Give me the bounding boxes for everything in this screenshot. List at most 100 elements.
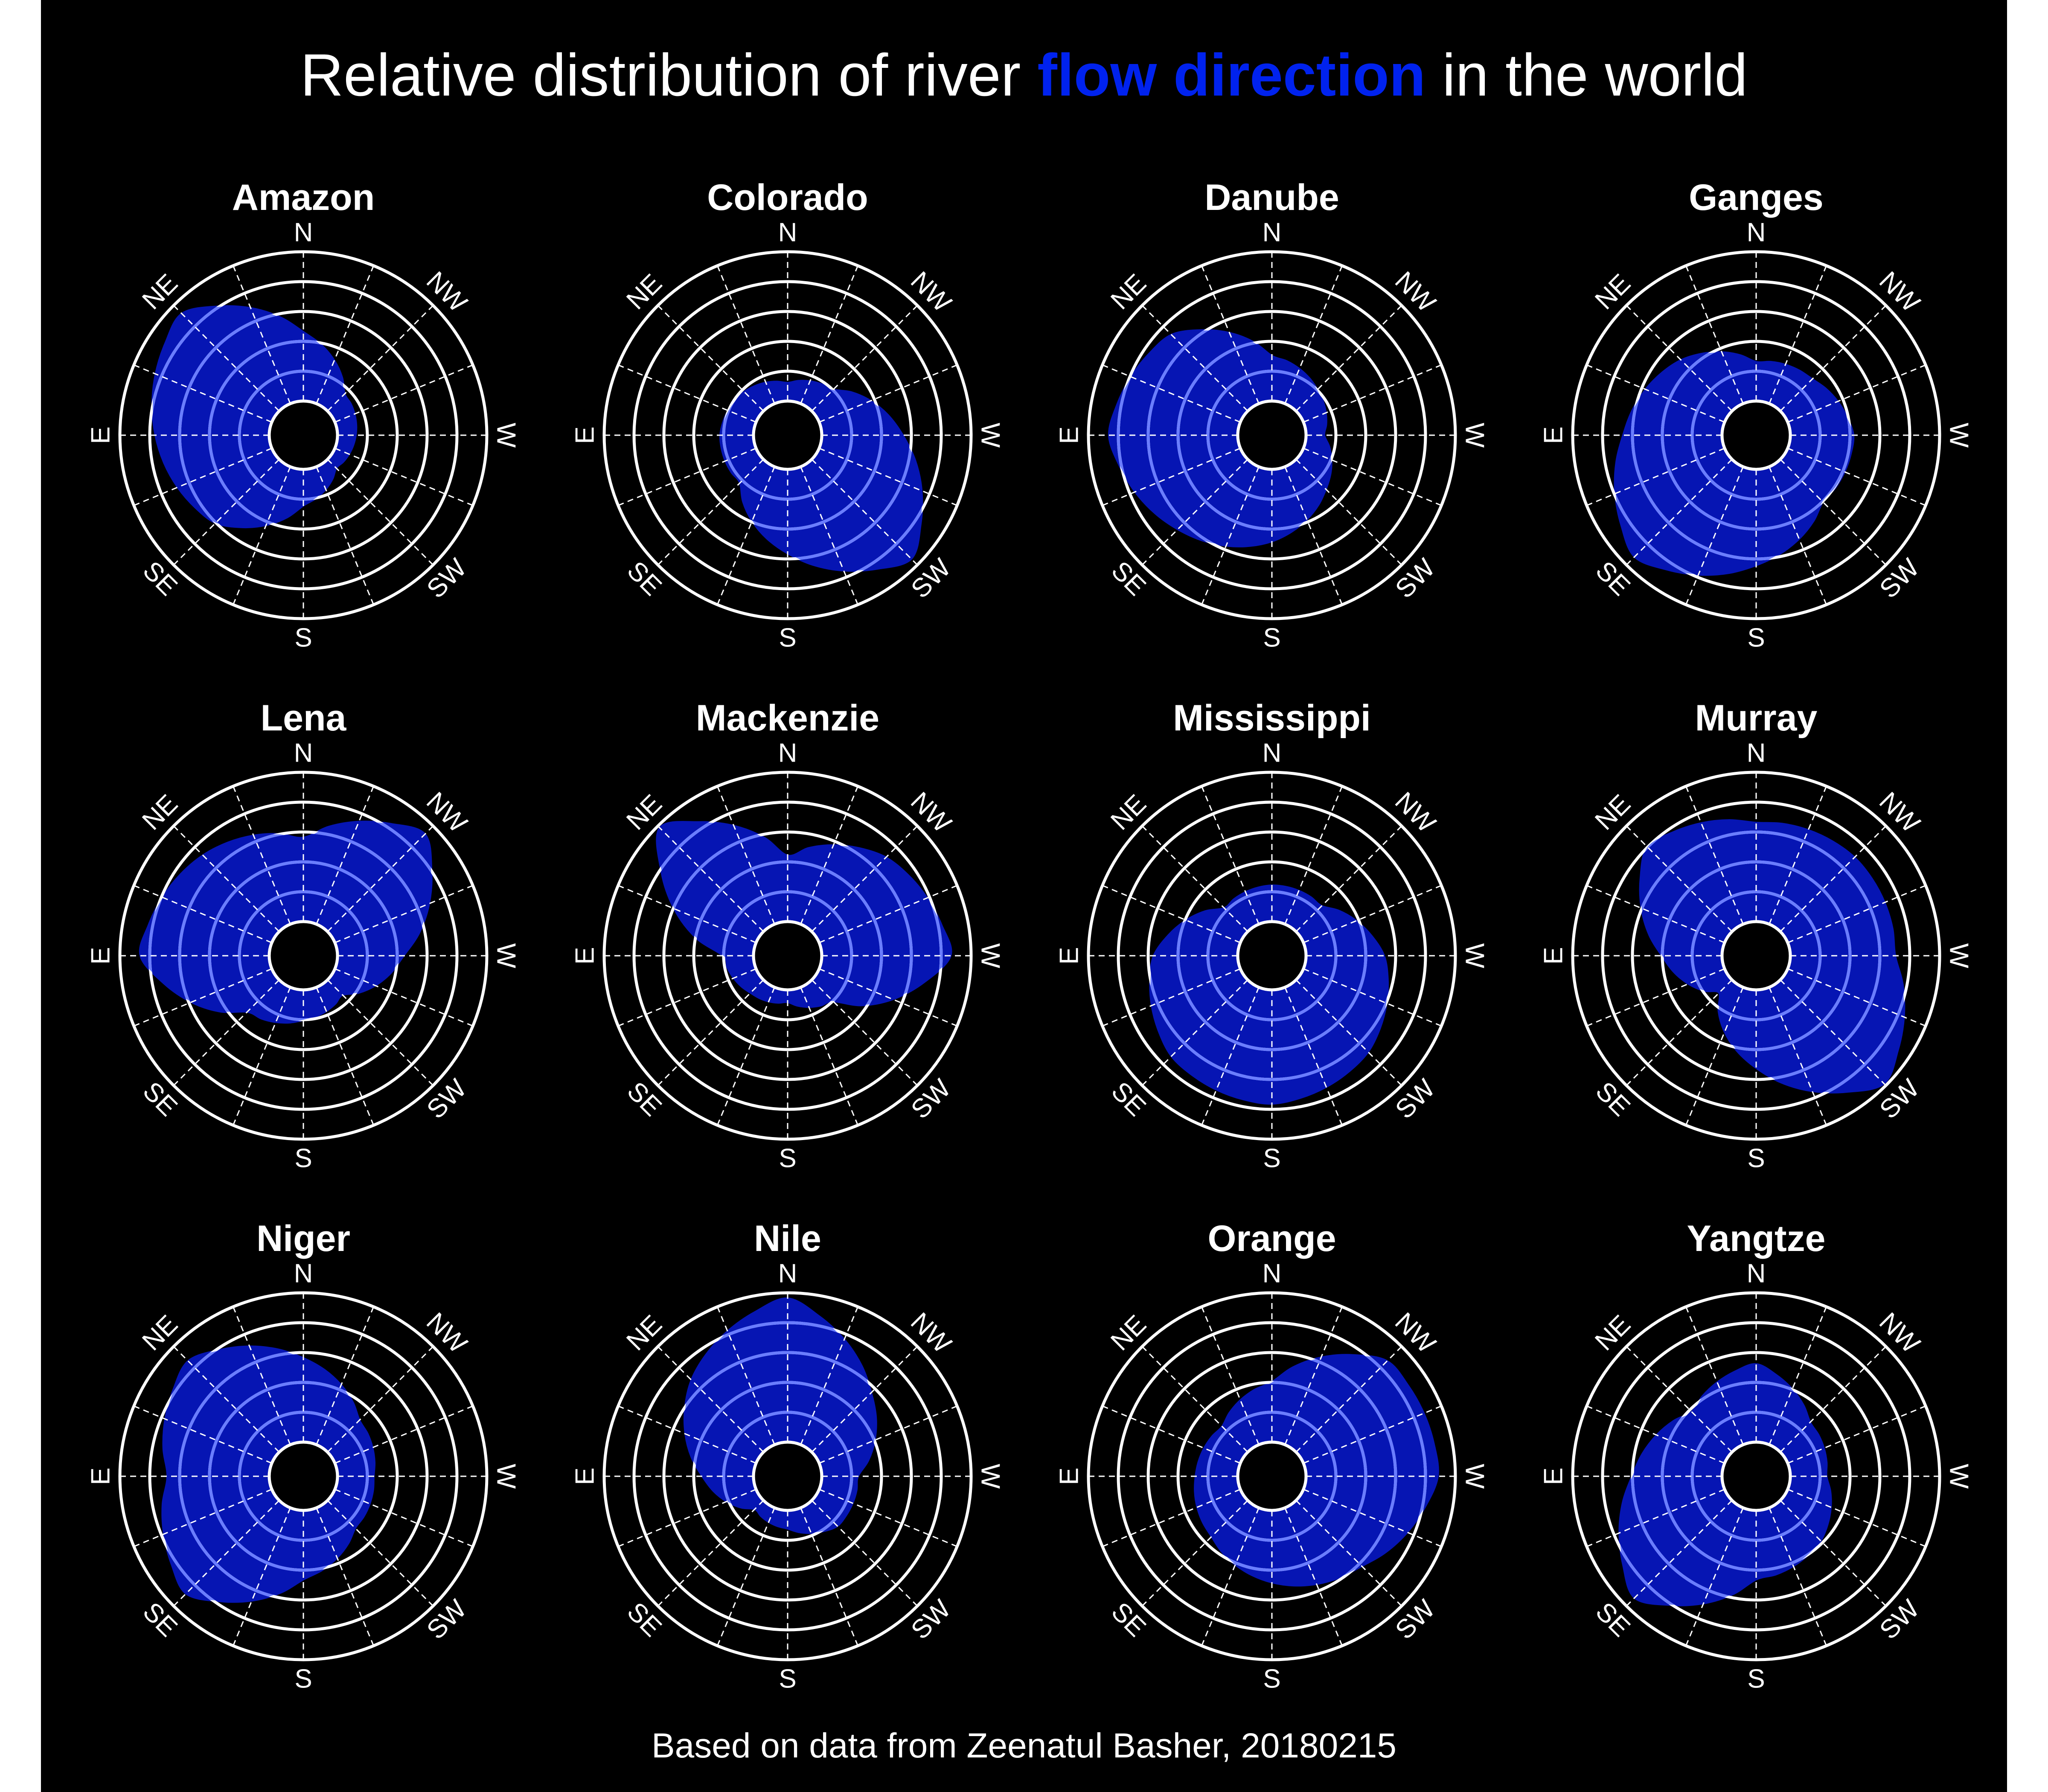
center-hole <box>1723 402 1789 468</box>
spoke <box>1787 1405 1926 1464</box>
spokes <box>604 772 971 1139</box>
spoke <box>1780 305 1887 412</box>
spoke <box>316 987 374 1126</box>
ring <box>1601 1321 1911 1632</box>
direction-label-sw: SW <box>905 1594 957 1645</box>
center-ring <box>1236 1440 1308 1512</box>
center-hole <box>271 402 336 468</box>
spoke <box>335 1489 473 1547</box>
spokes <box>1573 772 1940 1139</box>
radar-facet-grid: NNWWSWSSEENEAmazonNNWWSWSSEENEColoradoNN… <box>86 177 1974 1694</box>
direction-label-n: N <box>778 1259 797 1289</box>
spoke <box>800 786 858 925</box>
spoke <box>819 448 957 506</box>
center-ring <box>268 399 339 471</box>
spoke <box>316 265 374 404</box>
direction-label-w: W <box>1460 943 1489 969</box>
spoke <box>1787 968 1926 1027</box>
spoke <box>657 1500 764 1607</box>
spoke <box>1201 1306 1260 1445</box>
direction-label-sw: SW <box>1874 553 1925 604</box>
direction-label-nw: NW <box>905 786 957 838</box>
spoke <box>1787 885 1926 943</box>
ring-inside <box>1206 890 1338 1021</box>
radial-rings-inside <box>1195 1355 1427 1585</box>
direction-label-s: S <box>1747 623 1765 653</box>
spokes <box>120 252 487 619</box>
spoke <box>717 1507 775 1646</box>
ring-inside <box>1661 860 1852 1051</box>
direction-label-n: N <box>294 1259 313 1289</box>
spoke <box>316 466 374 605</box>
facet-title-danube: Danube <box>1204 177 1339 218</box>
center-hole <box>271 923 336 989</box>
spoke <box>1685 466 1744 605</box>
spoke <box>233 1507 291 1646</box>
spoke <box>1780 979 1887 1086</box>
ring-inside <box>1690 1411 1822 1542</box>
spoke <box>1626 305 1733 412</box>
spoke <box>1141 459 1248 566</box>
direction-label-e: E <box>1055 947 1084 964</box>
center-hole <box>755 923 820 989</box>
direction-label-nw: NW <box>1389 786 1441 838</box>
direction-label-w: W <box>492 943 521 969</box>
spoke <box>1201 1507 1260 1646</box>
spoke <box>1769 265 1827 404</box>
ring-inside <box>657 822 943 1007</box>
direction-label-sw: SW <box>1390 1594 1441 1645</box>
spoke <box>1141 1500 1248 1607</box>
spoke <box>327 825 434 932</box>
flow-area-orange <box>1194 1354 1439 1587</box>
spoke <box>1787 1489 1926 1547</box>
center-ring <box>1720 399 1792 471</box>
direction-label-w: W <box>492 1464 521 1489</box>
spoke <box>811 305 918 412</box>
ring-inside <box>1195 1355 1427 1585</box>
center-hole <box>1723 1443 1789 1509</box>
spoke <box>327 1346 434 1453</box>
ring-inside <box>148 822 431 1023</box>
direction-label-n: N <box>1747 218 1766 247</box>
facet-title-nile: Nile <box>754 1218 821 1259</box>
spoke <box>618 364 756 423</box>
direction-label-n: N <box>1747 739 1766 768</box>
spoke <box>717 987 775 1126</box>
chart-title: Relative distribution of river flow dire… <box>41 41 2007 109</box>
spoke <box>327 305 434 412</box>
ring-inside <box>1661 1381 1831 1572</box>
direction-label-nw: NW <box>1873 266 1926 318</box>
spoke <box>1201 265 1260 404</box>
spokes <box>120 772 487 1139</box>
spoke <box>1141 1346 1248 1453</box>
spoke <box>618 448 756 506</box>
spoke <box>1780 825 1887 932</box>
direction-label-sw: SW <box>1874 1594 1925 1645</box>
spoke <box>1626 1500 1733 1607</box>
spoke <box>316 1306 374 1445</box>
spoke <box>1586 364 1725 423</box>
spoke <box>618 1489 756 1547</box>
direction-label-n: N <box>294 218 313 247</box>
direction-label-e: E <box>86 947 116 964</box>
spoke <box>1685 265 1744 404</box>
spoke <box>819 968 957 1027</box>
direction-label-w: W <box>492 423 521 448</box>
chart-title-suffix: in the world <box>1425 41 1748 108</box>
spoke <box>1284 466 1343 605</box>
spoke <box>811 459 918 566</box>
spoke <box>335 448 473 506</box>
spoke <box>1284 987 1343 1126</box>
direction-label-w: W <box>976 423 1005 448</box>
spoke <box>819 1405 957 1464</box>
spoke <box>1284 1306 1343 1445</box>
direction-label-w: W <box>976 1464 1005 1489</box>
chart-title-prefix: Relative distribution of river <box>300 41 1038 108</box>
direction-label-s: S <box>294 1144 312 1173</box>
center-hole <box>1723 923 1789 989</box>
chart-title-highlight: flow direction <box>1037 41 1426 108</box>
ring-inside <box>720 381 883 531</box>
